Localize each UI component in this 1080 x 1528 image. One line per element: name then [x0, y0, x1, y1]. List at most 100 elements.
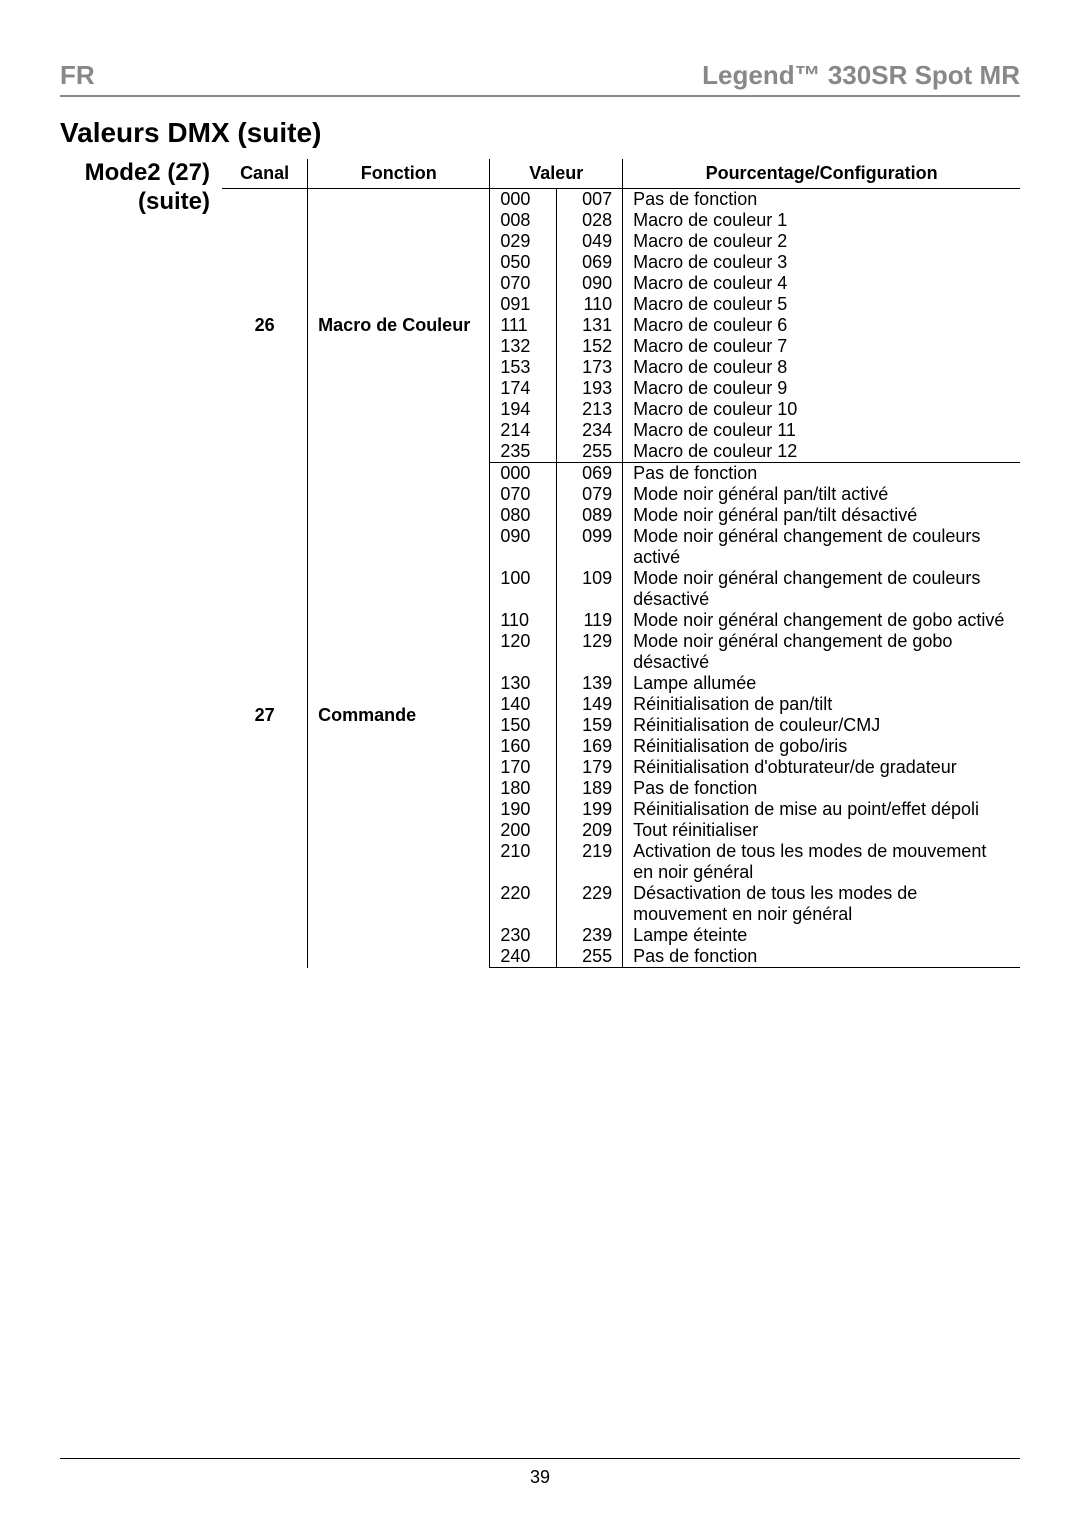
fonction-cell: Commande	[308, 463, 490, 968]
lang-code: FR	[60, 60, 95, 91]
value-from: 130	[490, 673, 556, 694]
config-cell: Réinitialisation de mise au point/effet …	[623, 799, 1020, 820]
config-cell: Désactivation de tous les modes de mouve…	[623, 883, 1020, 925]
table-row: 27Commande000069Pas de fonction	[222, 463, 1020, 485]
value-to: 139	[556, 673, 622, 694]
value-to: 069	[556, 252, 622, 273]
value-to: 119	[556, 610, 622, 631]
value-from: 174	[490, 378, 556, 399]
config-cell: Pas de fonction	[623, 189, 1020, 211]
value-to: 079	[556, 484, 622, 505]
value-to: 239	[556, 925, 622, 946]
value-to: 129	[556, 631, 622, 673]
config-cell: Mode noir général pan/tilt activé	[623, 484, 1020, 505]
value-from: 029	[490, 231, 556, 252]
config-cell: Réinitialisation de couleur/CMJ	[623, 715, 1020, 736]
value-to: 229	[556, 883, 622, 925]
value-to: 179	[556, 757, 622, 778]
config-cell: Macro de couleur 11	[623, 420, 1020, 441]
value-to: 099	[556, 526, 622, 568]
config-cell: Macro de couleur 6	[623, 315, 1020, 336]
config-cell: Macro de couleur 12	[623, 441, 1020, 463]
value-from: 214	[490, 420, 556, 441]
page-header: FR Legend™ 330SR Spot MR	[60, 60, 1020, 97]
value-to: 173	[556, 357, 622, 378]
value-from: 190	[490, 799, 556, 820]
canal-cell: 26	[222, 189, 308, 463]
value-from: 140	[490, 694, 556, 715]
config-cell: Mode noir général pan/tilt désactivé	[623, 505, 1020, 526]
config-cell: Macro de couleur 3	[623, 252, 1020, 273]
value-from: 080	[490, 505, 556, 526]
value-to: 131	[556, 315, 622, 336]
config-cell: Réinitialisation d'obturateur/de gradate…	[623, 757, 1020, 778]
dmx-table: Canal Fonction Valeur Pourcentage/Config…	[222, 159, 1020, 968]
config-cell: Lampe allumée	[623, 673, 1020, 694]
value-from: 170	[490, 757, 556, 778]
value-to: 089	[556, 505, 622, 526]
value-to: 152	[556, 336, 622, 357]
value-from: 200	[490, 820, 556, 841]
value-to: 109	[556, 568, 622, 610]
config-cell: Macro de couleur 1	[623, 210, 1020, 231]
value-from: 000	[490, 189, 556, 211]
col-header-config: Pourcentage/Configuration	[623, 159, 1020, 189]
value-to: 255	[556, 946, 622, 968]
value-from: 210	[490, 841, 556, 883]
value-to: 219	[556, 841, 622, 883]
mode-label: Mode2 (27) (suite)	[60, 159, 222, 968]
config-cell: Macro de couleur 2	[623, 231, 1020, 252]
value-from: 153	[490, 357, 556, 378]
value-from: 110	[490, 610, 556, 631]
value-from: 111	[490, 315, 556, 336]
value-to: 213	[556, 399, 622, 420]
value-from: 150	[490, 715, 556, 736]
value-to: 189	[556, 778, 622, 799]
value-to: 199	[556, 799, 622, 820]
value-to: 209	[556, 820, 622, 841]
value-from: 070	[490, 273, 556, 294]
product-title: Legend™ 330SR Spot MR	[702, 60, 1020, 91]
col-header-canal: Canal	[222, 159, 308, 189]
config-cell: Mode noir général changement de couleurs…	[623, 568, 1020, 610]
value-to: 169	[556, 736, 622, 757]
config-cell: Macro de couleur 8	[623, 357, 1020, 378]
value-to: 069	[556, 463, 622, 485]
value-from: 240	[490, 946, 556, 968]
value-to: 149	[556, 694, 622, 715]
value-from: 132	[490, 336, 556, 357]
config-cell: Lampe éteinte	[623, 925, 1020, 946]
value-to: 234	[556, 420, 622, 441]
value-to: 028	[556, 210, 622, 231]
value-to: 049	[556, 231, 622, 252]
table-header-row: Canal Fonction Valeur Pourcentage/Config…	[222, 159, 1020, 189]
value-from: 120	[490, 631, 556, 673]
config-cell: Pas de fonction	[623, 946, 1020, 968]
value-from: 194	[490, 399, 556, 420]
value-from: 090	[490, 526, 556, 568]
config-cell: Pas de fonction	[623, 778, 1020, 799]
config-cell: Activation de tous les modes de mouvemen…	[623, 841, 1020, 883]
config-cell: Macro de couleur 7	[623, 336, 1020, 357]
value-from: 230	[490, 925, 556, 946]
canal-cell: 27	[222, 463, 308, 968]
value-to: 110	[556, 294, 622, 315]
config-cell: Macro de couleur 10	[623, 399, 1020, 420]
value-to: 193	[556, 378, 622, 399]
fonction-cell: Macro de Couleur	[308, 189, 490, 463]
value-from: 220	[490, 883, 556, 925]
config-cell: Tout réinitialiser	[623, 820, 1020, 841]
col-header-valeur: Valeur	[490, 159, 623, 189]
value-to: 090	[556, 273, 622, 294]
value-from: 235	[490, 441, 556, 463]
col-header-fonction: Fonction	[308, 159, 490, 189]
table-row: 26Macro de Couleur000007Pas de fonction	[222, 189, 1020, 211]
config-cell: Mode noir général changement de gobo dés…	[623, 631, 1020, 673]
config-cell: Pas de fonction	[623, 463, 1020, 485]
page-number: 39	[60, 1458, 1020, 1488]
value-to: 007	[556, 189, 622, 211]
value-from: 000	[490, 463, 556, 485]
config-cell: Mode noir général changement de gobo act…	[623, 610, 1020, 631]
value-from: 091	[490, 294, 556, 315]
section-title: Valeurs DMX (suite)	[60, 117, 1020, 149]
